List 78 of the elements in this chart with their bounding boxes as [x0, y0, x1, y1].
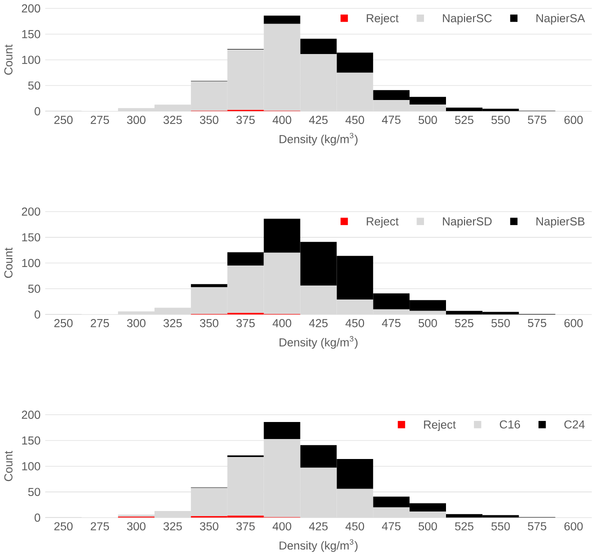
- x-tick-label: 350: [200, 318, 218, 328]
- y-tick-label: 100: [22, 56, 40, 64]
- y-tick-label: 50: [28, 81, 40, 90]
- y-tick-label: 100: [22, 258, 40, 268]
- x-tick-label: 325: [163, 522, 182, 530]
- x-axis-title: Density (kg/m$^{3}$): [280, 336, 358, 349]
- y-axis-title: Count: [4, 44, 12, 75]
- x-tick-label: 500: [418, 522, 437, 530]
- x-tick-label: 275: [90, 522, 109, 530]
- x-tick-label: 300: [127, 318, 146, 328]
- y-tick-label: 50: [28, 488, 40, 496]
- legend-label: C24: [564, 420, 585, 428]
- legend-label: Reject: [366, 216, 399, 228]
- legend-label: NapierSD: [442, 216, 492, 228]
- x-tick-label: 600: [564, 116, 583, 124]
- y-tick-label: 200: [22, 207, 40, 216]
- x-tick-label: 250: [54, 522, 73, 530]
- x-tick-label: 500: [418, 116, 437, 124]
- x-tick-label: 250: [54, 318, 73, 328]
- bar: [264, 15, 300, 24]
- y-axis-title: Count: [4, 248, 12, 278]
- y-tick-label: 0: [34, 107, 40, 116]
- x-tick-label: 525: [455, 116, 474, 124]
- x-tick-label: 600: [564, 318, 583, 328]
- x-tick-label: 325: [163, 318, 182, 328]
- x-axis-title: Density (kg/m$^{3}$): [280, 539, 358, 552]
- x-tick-label: 475: [382, 116, 400, 124]
- x-tick-label: 525: [455, 522, 474, 530]
- x-axis-title: Density (kg/m$^{3}$): [280, 132, 358, 146]
- legend-label: NapierSB: [536, 216, 584, 228]
- x-tick-label: 425: [309, 318, 328, 328]
- x-tick-label: 375: [236, 522, 255, 530]
- x-tick-label: 275: [90, 318, 109, 328]
- x-tick-label: 550: [491, 116, 510, 124]
- x-tick-label: 500: [418, 318, 437, 328]
- x-tick-label: 475: [382, 318, 400, 327]
- x-tick-label: 300: [127, 522, 146, 530]
- bar: [190, 284, 228, 288]
- x-tick-label: 350: [200, 116, 218, 124]
- x-tick-label: 275: [90, 116, 109, 124]
- y-tick-label: 0: [34, 310, 40, 318]
- x-tick-label: 400: [272, 318, 292, 328]
- bar: [264, 422, 300, 439]
- x-tick-label: 300: [127, 116, 146, 124]
- x-tick-label: 450: [346, 522, 364, 530]
- x-tick-label: 325: [163, 116, 182, 124]
- y-tick-label: 150: [22, 233, 40, 242]
- y-tick-label: 150: [22, 436, 40, 444]
- x-tick-label: 375: [236, 318, 255, 328]
- x-tick-label: 425: [309, 522, 328, 530]
- x-tick-label: 550: [491, 522, 510, 530]
- y-tick-label: 50: [28, 284, 40, 293]
- x-tick-label: 575: [528, 116, 546, 124]
- x-tick-label: 575: [528, 318, 546, 327]
- x-tick-label: 525: [455, 318, 474, 328]
- x-tick-label: 250: [54, 116, 73, 124]
- y-tick-label: 0: [34, 513, 40, 522]
- x-tick-label: 475: [382, 522, 400, 530]
- x-tick-label: 600: [564, 522, 583, 530]
- y-tick-label: 200: [22, 410, 40, 419]
- legend-label: NapierSA: [536, 14, 586, 24]
- y-tick-label: 200: [22, 4, 40, 12]
- x-tick-label: 425: [309, 116, 328, 124]
- legend-label: NapierSC: [442, 14, 492, 24]
- x-tick-label: 450: [346, 318, 364, 328]
- x-tick-label: 575: [528, 522, 546, 530]
- legend-label: Reject: [366, 14, 399, 24]
- x-tick-label: 450: [346, 116, 364, 124]
- legend-label: C16: [500, 420, 520, 428]
- x-tick-label: 350: [200, 522, 218, 530]
- y-tick-label: 100: [22, 462, 40, 470]
- x-tick-label: 400: [272, 116, 292, 124]
- x-tick-label: 400: [272, 522, 292, 530]
- x-tick-label: 375: [236, 116, 255, 124]
- x-tick-label: 550: [491, 318, 510, 328]
- y-tick-label: 150: [22, 30, 40, 38]
- legend-label: Reject: [424, 420, 456, 431]
- y-axis-title: Count: [4, 450, 12, 481]
